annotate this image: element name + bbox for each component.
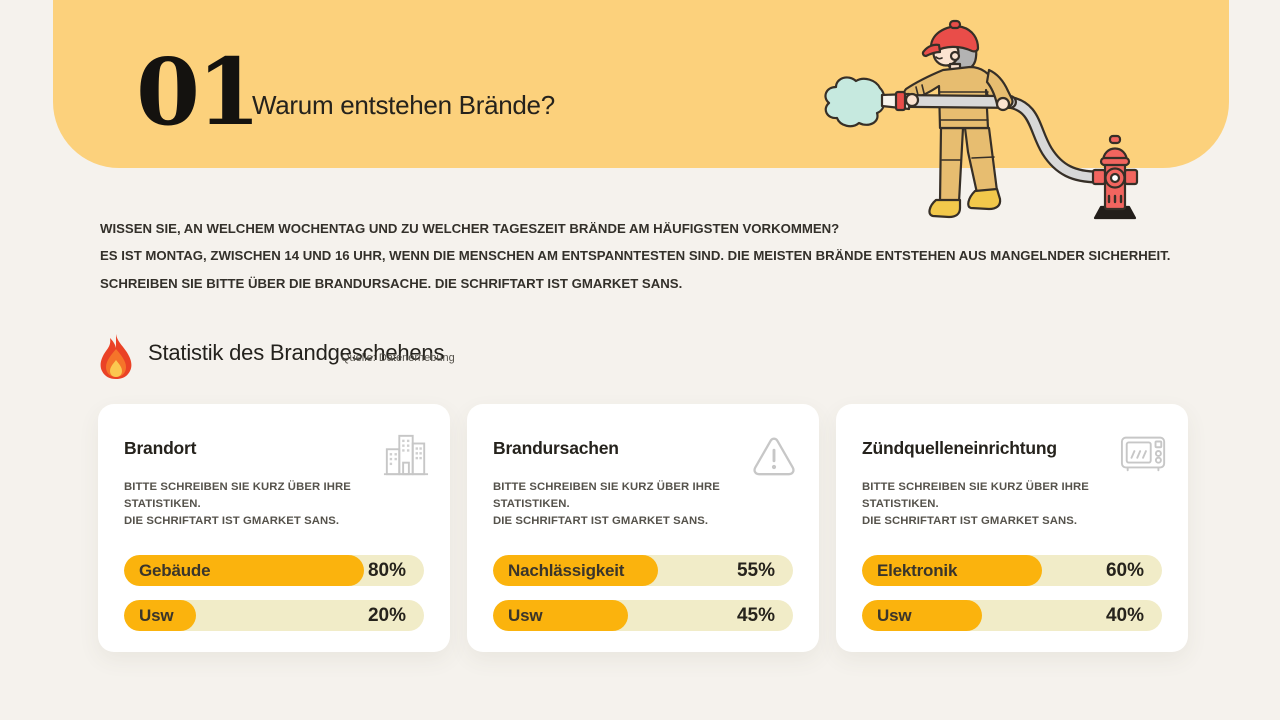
stat-bar-value: 80% bbox=[367, 559, 406, 581]
card-title: Brandort bbox=[124, 438, 197, 458]
stat-bar: Gebäude 80% bbox=[124, 555, 424, 586]
card-bars: Nachlässigkeit 55% Usw 45% bbox=[493, 555, 793, 631]
card-bars: Elektronik 60% Usw 40% bbox=[862, 555, 1162, 631]
warning-triangle-icon bbox=[753, 437, 795, 476]
card-description: BITTE SCHREIBEN SIE KURZ ÜBER IHRE STATI… bbox=[493, 481, 720, 527]
stats-heading-row: Statistik des Brandgeschehens Quelle: Da… bbox=[96, 331, 696, 381]
firefighter-illustration bbox=[824, 19, 1139, 220]
stat-bar-fill: Nachlässigkeit bbox=[493, 555, 658, 586]
stats-source-note: Quelle: Datenerhebung bbox=[341, 352, 455, 364]
stat-bar: Usw 20% bbox=[124, 600, 424, 631]
stat-bar-fill: Usw bbox=[493, 600, 628, 631]
page-title: Warum entstehen Brände? bbox=[252, 90, 555, 120]
microwave-icon bbox=[1120, 436, 1166, 472]
stat-bar-label: Usw bbox=[139, 605, 174, 625]
intro-line: SCHREIBEN SIE BITTE ÜBER DIE BRANDURSACH… bbox=[100, 275, 683, 291]
card-title: Brandursachen bbox=[493, 438, 619, 458]
card-description: BITTE SCHREIBEN SIE KURZ ÜBER IHRE STATI… bbox=[862, 481, 1089, 527]
intro-line: ES IST MONTAG, ZWISCHEN 14 UND 16 UHR, W… bbox=[100, 248, 1171, 264]
building-icon bbox=[383, 434, 429, 476]
stat-bar-fill: Usw bbox=[124, 600, 196, 631]
card-brandursachen: Brandursachen BITTE SCHREIBEN SIE KURZ Ü… bbox=[467, 404, 819, 652]
stat-bar-value: 45% bbox=[736, 604, 775, 626]
stat-bar-value: 20% bbox=[367, 604, 406, 626]
stat-bar: Nachlässigkeit 55% bbox=[493, 555, 793, 586]
card-zuendquellen: Zündquelleneinrichtung BITTE SCHREIBEN S… bbox=[836, 404, 1188, 652]
stat-bar-value: 60% bbox=[1105, 559, 1144, 581]
stat-bar: Usw 40% bbox=[862, 600, 1162, 631]
card-brandort: Brandort BITTE SCHREIBEN bbox=[98, 404, 450, 652]
stat-bar-label: Elektronik bbox=[877, 560, 958, 580]
card-description: BITTE SCHREIBEN SIE KURZ ÜBER IHRE STATI… bbox=[124, 481, 351, 527]
stat-bar-label: Usw bbox=[508, 605, 543, 625]
stat-bar-value: 40% bbox=[1105, 604, 1144, 626]
stat-bar: Elektronik 60% bbox=[862, 555, 1162, 586]
intro-text: WISSEN SIE, AN WELCHEM WOCHENTAG UND ZU … bbox=[100, 215, 1180, 297]
header-band bbox=[53, 0, 1229, 168]
stat-bar-value: 55% bbox=[736, 559, 775, 581]
section-number: 01 bbox=[136, 38, 261, 146]
stat-bar-label: Usw bbox=[877, 605, 912, 625]
stat-bar-label: Nachlässigkeit bbox=[508, 560, 625, 580]
intro-line: WISSEN SIE, AN WELCHEM WOCHENTAG UND ZU … bbox=[100, 221, 840, 236]
stat-bar-fill: Usw bbox=[862, 600, 982, 631]
stat-bar-fill: Elektronik bbox=[862, 555, 1042, 586]
stat-bar: Usw 45% bbox=[493, 600, 793, 631]
flame-icon bbox=[100, 334, 132, 379]
stats-title: Statistik des Brandgeschehens bbox=[148, 340, 445, 365]
card-title: Zündquelleneinrichtung bbox=[862, 438, 1057, 458]
fire-hydrant bbox=[1091, 134, 1139, 220]
card-bars: Gebäude 80% Usw 20% bbox=[124, 555, 424, 631]
stat-bar-label: Gebäude bbox=[139, 560, 211, 580]
stats-cards-row: Brandort BITTE SCHREIBEN bbox=[98, 404, 1188, 652]
stat-bar-fill: Gebäude bbox=[124, 555, 364, 586]
water-splash bbox=[824, 76, 886, 128]
